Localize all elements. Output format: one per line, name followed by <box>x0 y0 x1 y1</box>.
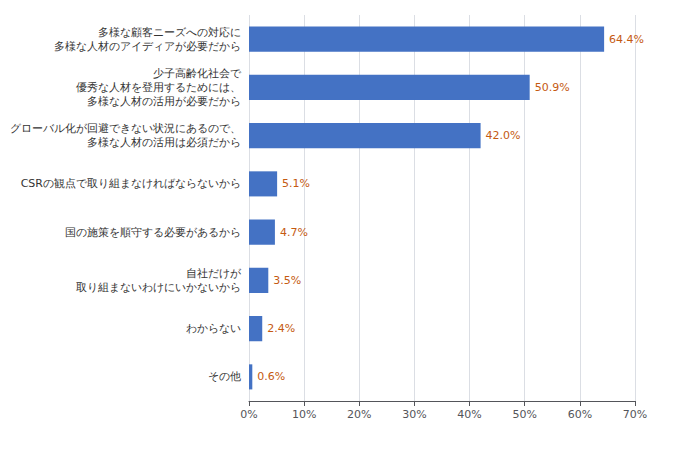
svg-text:2.4%: 2.4% <box>267 322 295 335</box>
svg-text:優秀な人材を登用するためには、: 優秀な人材を登用するためには、 <box>76 81 241 94</box>
svg-text:多様な人材の活用は必須だから: 多様な人材の活用は必須だから <box>87 136 241 149</box>
svg-text:5.1%: 5.1% <box>282 177 310 190</box>
svg-text:42.0%: 42.0% <box>486 129 521 142</box>
svg-text:50%: 50% <box>512 408 536 421</box>
svg-text:CSRの観点で取り組まなければならないから: CSRの観点で取り組まなければならないから <box>21 177 241 190</box>
svg-text:その他: その他 <box>208 370 241 383</box>
svg-text:3.5%: 3.5% <box>273 274 301 287</box>
svg-text:取り組まないわけにいかないから: 取り組まないわけにいかないから <box>76 281 241 294</box>
svg-text:10%: 10% <box>292 408 316 421</box>
svg-text:20%: 20% <box>347 408 371 421</box>
svg-text:0%: 0% <box>240 408 257 421</box>
svg-text:国の施策を順守する必要があるから: 国の施策を順守する必要があるから <box>65 226 241 239</box>
svg-text:多様な顧客ニーズへの対応に: 多様な顧客ニーズへの対応に <box>98 26 241 39</box>
svg-text:70%: 70% <box>623 408 647 421</box>
svg-text:多様な人材の活用が必要だから: 多様な人材の活用が必要だから <box>87 95 241 108</box>
svg-text:30%: 30% <box>402 408 426 421</box>
svg-text:60%: 60% <box>568 408 592 421</box>
svg-text:多様な人材のアイディアが必要だから: 多様な人材のアイディアが必要だから <box>54 40 241 53</box>
svg-text:4.7%: 4.7% <box>280 226 308 239</box>
svg-text:0.6%: 0.6% <box>257 370 285 383</box>
svg-text:64.4%: 64.4% <box>609 33 644 46</box>
svg-text:グローバル化が回避できない状況にあるので、: グローバル化が回避できない状況にあるので、 <box>10 122 241 135</box>
svg-text:自社だけが: 自社だけが <box>186 267 242 280</box>
svg-text:40%: 40% <box>457 408 481 421</box>
svg-text:50.9%: 50.9% <box>535 81 570 94</box>
svg-text:少子高齢化社会で: 少子高齢化社会で <box>153 67 242 80</box>
svg-text:わからない: わからない <box>186 322 241 335</box>
